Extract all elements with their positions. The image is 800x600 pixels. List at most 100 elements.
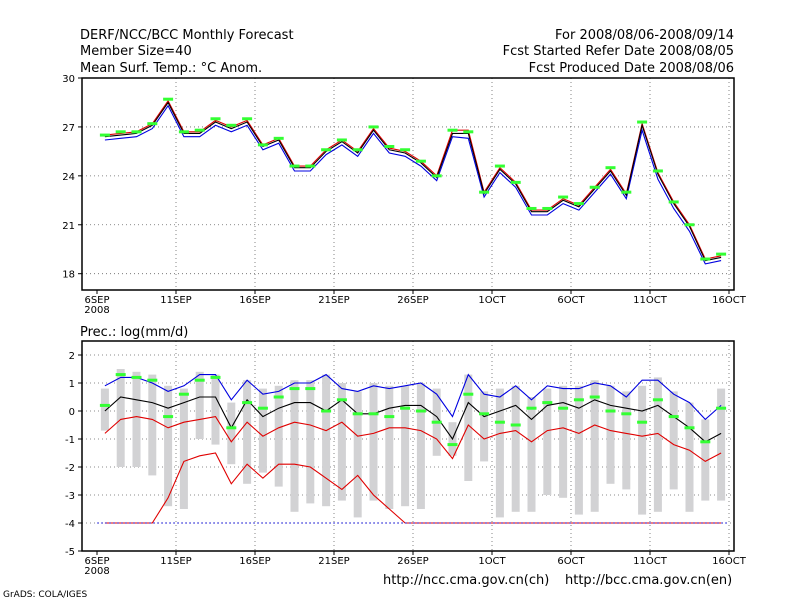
- marker-point: [605, 409, 616, 413]
- temperature-y-ticks: 18 21 24 27 30: [62, 74, 82, 281]
- box-bar: [353, 391, 362, 518]
- box-bar: [590, 380, 599, 512]
- marker-point: [415, 159, 426, 163]
- marker-point: [573, 398, 584, 402]
- series-line-mean: [104, 396, 722, 443]
- x-tick-label: 6SEP: [84, 295, 109, 306]
- box-bar: [543, 388, 552, 495]
- marker-point: [463, 392, 474, 396]
- marker-point: [242, 401, 253, 405]
- box-bar: [116, 369, 125, 467]
- x-tick-label: 11OCT: [633, 295, 668, 306]
- marker-point: [305, 164, 316, 168]
- marker-point: [668, 200, 679, 204]
- marker-point: [415, 409, 426, 413]
- title-left: DERF/NCC/BCC Monthly Forecast: [80, 28, 294, 43]
- y-tick-label: 2: [69, 351, 75, 362]
- box-bar: [511, 385, 520, 512]
- y-tick-label: -1: [65, 435, 75, 446]
- series-line-lower: [104, 415, 722, 463]
- box-bar: [195, 371, 204, 439]
- y-tick-label: 27: [62, 123, 75, 134]
- marker-point: [637, 120, 648, 124]
- grads-credit: GrADS: COLA/IGES: [3, 590, 87, 600]
- box-bar: [385, 385, 394, 509]
- x-tick-year: 2008: [84, 566, 109, 577]
- member-size: Member Size=40: [80, 44, 192, 59]
- marker-point: [368, 412, 379, 416]
- temperature-grid: [82, 78, 734, 290]
- x-tick-label: 11OCT: [633, 556, 668, 567]
- box-bar: [243, 380, 252, 484]
- marker-point: [700, 440, 711, 444]
- marker-point: [226, 123, 237, 127]
- marker-point: [494, 420, 505, 424]
- box-bar: [464, 374, 473, 481]
- box-bar: [495, 388, 504, 518]
- url-en: http://bcc.cma.gov.cn(en): [565, 573, 732, 588]
- marker-point: [384, 415, 395, 419]
- x-tick-label: 16SEP: [239, 556, 270, 567]
- box-bar: [290, 380, 299, 512]
- y-tick-label: -3: [65, 491, 75, 502]
- marker-point: [526, 206, 537, 210]
- box-bar: [211, 374, 220, 445]
- marker-point: [273, 395, 284, 399]
- marker-point: [400, 148, 411, 152]
- precip-label: Prec.: log(mm/d): [80, 325, 188, 340]
- x-tick-label: 16OCT: [712, 295, 747, 306]
- marker-point: [352, 148, 363, 152]
- marker-point: [637, 420, 648, 424]
- box-bar: [480, 391, 489, 462]
- marker-point: [289, 164, 300, 168]
- y-tick-label: -2: [65, 463, 75, 474]
- marker-point: [194, 378, 205, 382]
- marker-point: [305, 387, 316, 391]
- box-bar: [559, 385, 568, 498]
- box-bar: [701, 419, 710, 501]
- marker-point: [684, 223, 695, 227]
- marker-point: [431, 174, 442, 178]
- marker-point: [336, 398, 347, 402]
- box-bar: [100, 388, 109, 431]
- box-bar: [337, 383, 346, 501]
- y-tick-label: 30: [62, 74, 75, 85]
- box-bar: [606, 385, 615, 484]
- box-bar: [148, 374, 157, 476]
- marker-point: [400, 406, 411, 410]
- marker-point: [447, 128, 458, 132]
- box-bar: [669, 391, 678, 490]
- series-line-mean: [104, 101, 722, 262]
- marker-point: [479, 190, 490, 194]
- marker-point: [668, 415, 679, 419]
- box-bar: [164, 385, 173, 507]
- marker-point: [273, 136, 284, 140]
- temperature-series: [99, 97, 727, 265]
- marker-point: [684, 426, 695, 430]
- box-bar: [227, 402, 236, 465]
- marker-point: [447, 443, 458, 447]
- box-bar: [132, 371, 141, 467]
- marker-point: [289, 387, 300, 391]
- x-tick-label: 11SEP: [160, 295, 191, 306]
- marker-point: [542, 206, 553, 210]
- marker-point: [716, 252, 727, 256]
- marker-point: [463, 130, 474, 134]
- marker-point: [210, 117, 221, 121]
- precipitation-panel: -5 -4 -3 -2 -1 0 1 2 6SEP 11SEP 16SEP 21SEP 26SEP 1O…: [65, 340, 747, 577]
- marker-point: [257, 143, 268, 147]
- marker-point: [226, 426, 237, 430]
- temperature-x-ticks: 6SEP 11SEP 16SEP 21SEP 26SEP 1OCT 6OCT 11OCT 16O…: [84, 290, 747, 316]
- box-bar: [306, 380, 315, 504]
- x-tick-label: 6OCT: [557, 295, 585, 306]
- marker-point: [352, 412, 363, 416]
- marker-point: [510, 180, 521, 184]
- x-tick-year: 2008: [84, 305, 109, 316]
- marker-point: [99, 403, 110, 407]
- y-tick-label: 0: [69, 407, 75, 418]
- box-bar: [717, 388, 726, 501]
- box-bar: [622, 391, 631, 490]
- x-tick-label: 21SEP: [318, 295, 349, 306]
- marker-point: [99, 133, 110, 137]
